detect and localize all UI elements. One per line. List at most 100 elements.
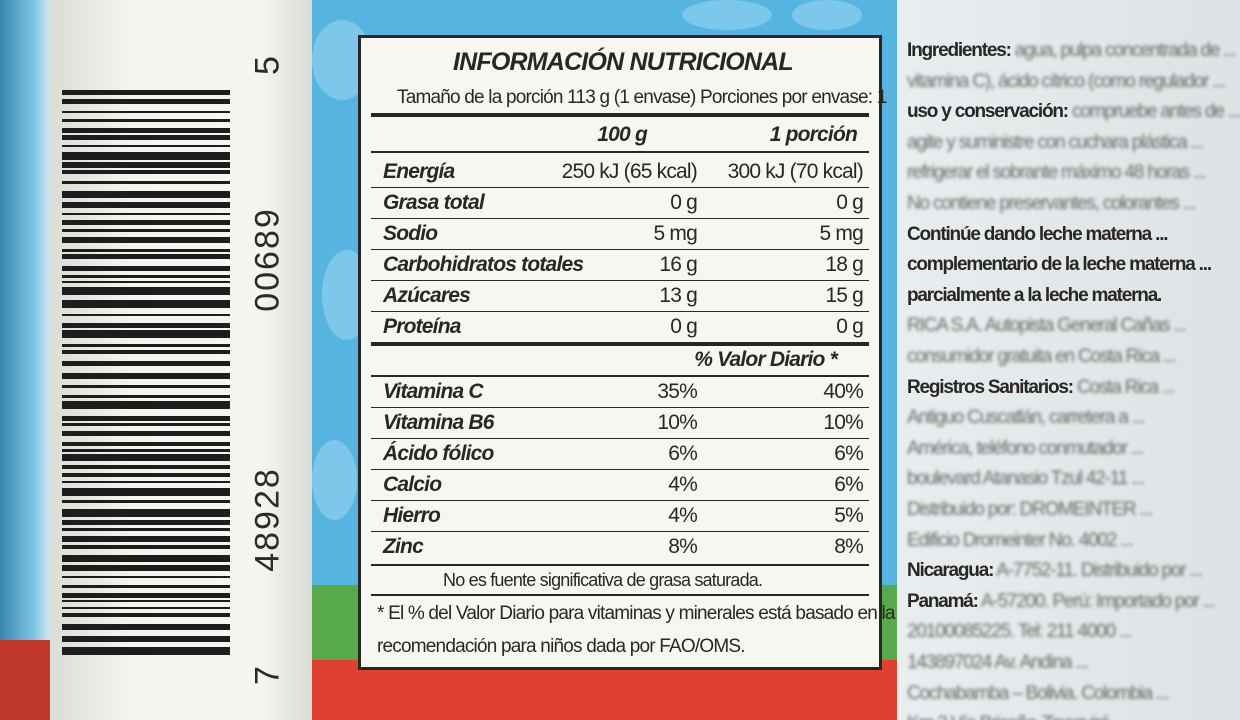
saturated-fat-note: No es fuente significativa de grasa satu…	[443, 570, 763, 590]
line-text: Antiguo Cuscatlán, carretera a ...	[907, 407, 1145, 429]
row-divider	[371, 249, 869, 250]
col-header-100g: 100 g	[597, 123, 647, 146]
row-divider	[371, 311, 869, 312]
ingredient-line: boulevard Atanasio Tzul 42-11 ...	[907, 468, 1145, 490]
ingredient-line: Edificio Dromeinter No. 4002 ...	[907, 529, 1134, 552]
line-text: 143897024 Av. Andina ...	[907, 652, 1089, 673]
ingredient-line: Antiguo Cuscatlán, carretera a ...	[907, 407, 1145, 429]
value-100g: 16 g	[659, 253, 697, 276]
nutrient-name: Grasa total	[383, 191, 485, 214]
barcode-bar	[62, 128, 230, 133]
line-text: Cochabamba – Bolivia. Colombia ...	[907, 682, 1169, 704]
barcode-bar	[62, 576, 230, 578]
barcode-bar	[62, 229, 230, 232]
row-divider	[371, 218, 869, 219]
barcode-bar	[62, 202, 230, 208]
nutrient-name: Sodio	[383, 222, 438, 245]
line-text: Costa Rica ...	[1072, 376, 1175, 398]
can-edge	[0, 0, 55, 720]
barcode-bar	[62, 593, 230, 598]
line-text: agua, pulpa concentrada de ...	[1010, 40, 1237, 61]
barcode-bar	[62, 636, 230, 642]
row-divider	[371, 407, 869, 408]
line-bold: uso y conservación:	[907, 101, 1069, 123]
barcode-bar	[62, 481, 230, 483]
ingredient-line: Continúe dando leche materna ...	[907, 223, 1169, 246]
ingredients-panel: Ingredientes: agua, pulpa concentrada de…	[897, 0, 1240, 720]
value-portion: 10%	[823, 411, 863, 434]
line-text: vitamina C), ácido cítrico (como regulad…	[907, 70, 1226, 92]
barcode-bar	[62, 647, 230, 655]
barcode-bar	[62, 275, 230, 278]
barcode-digits: 48928	[248, 467, 287, 572]
line-bold: Panamá:	[907, 590, 979, 612]
nutrient-name: Zinc	[383, 535, 424, 558]
nutrient-name: Vitamina B6	[383, 411, 494, 434]
barcode-bar	[62, 191, 230, 198]
nutrient-name: Vitamina C	[383, 380, 484, 403]
barcode-bar	[62, 330, 230, 338]
nutrient-name: Calcio	[383, 473, 442, 496]
nutrition-facts-label: INFORMACIÓN NUTRICIONAL Tamaño de la por…	[358, 35, 895, 670]
barcode-bar	[62, 442, 230, 446]
barcode-bar	[62, 361, 230, 366]
line-bold: Continúe dando leche materna ...	[907, 223, 1169, 245]
barcode-bar	[62, 162, 230, 168]
barcode-bar	[62, 395, 230, 398]
barcode-bar	[62, 300, 230, 308]
footnote: recomendación para niños dada por FAO/OM…	[377, 636, 746, 657]
barcode-digit: 5	[248, 54, 287, 75]
barcode-bar	[62, 509, 230, 517]
value-portion: 5%	[834, 504, 864, 527]
line-text: Edificio Dromeinter No. 4002 ...	[907, 529, 1134, 551]
ingredient-line: vitamina C), ácido cítrico (como regulad…	[907, 70, 1226, 93]
barcode-bar	[62, 249, 230, 252]
barcode-bar	[62, 90, 230, 95]
value-100g: 4%	[668, 504, 698, 527]
nutrient-name: Energía	[383, 160, 455, 183]
nutrient-name: Carbohidratos totales	[383, 253, 584, 276]
barcode-bar	[62, 545, 230, 549]
ingredient-line: Ingredientes: agua, pulpa concentrada de…	[907, 40, 1237, 62]
barcode-bar	[62, 555, 230, 562]
ingredient-line: agite y suministre con cuchara plástica …	[907, 132, 1204, 154]
footnote: * El % del Valor Diario para vitaminas y…	[377, 603, 895, 624]
line-text: boulevard Atanasio Tzul 42-11 ...	[907, 468, 1145, 490]
value-portion: 6%	[834, 473, 864, 496]
value-portion: 15 g	[825, 284, 863, 307]
can-edge-red	[0, 640, 55, 720]
row-divider	[371, 187, 869, 188]
barcode-bar	[62, 281, 230, 283]
value-100g: 6%	[668, 442, 698, 465]
value-100g: 0 g	[670, 315, 698, 338]
ingredient-line: refrigerar el sobrante máximo 48 horas .…	[907, 162, 1206, 184]
barcode-bar	[62, 254, 230, 259]
value-100g: 35%	[657, 380, 697, 403]
barcode-bar	[62, 613, 230, 617]
barcode-bar	[62, 220, 230, 225]
line-bold: complementario de la leche materna ...	[907, 254, 1212, 276]
barcode-bar	[62, 449, 230, 452]
row-divider	[371, 531, 869, 532]
value-100g: 4%	[668, 473, 698, 496]
barcode-bar	[62, 431, 230, 436]
ingredient-line: 143897024 Av. Andina ...	[907, 652, 1089, 674]
barcode-bar	[62, 373, 230, 379]
ingredient-line: 20100085225. Tel: 211 4000 ...	[907, 621, 1132, 643]
value-portion: 300 kJ (70 kcal)	[727, 160, 864, 183]
line-text: RICA S.A. Autopista General Cañas ...	[907, 315, 1187, 337]
barcode-bar	[62, 213, 230, 215]
barcode-bar	[62, 119, 230, 122]
barcode-bar	[62, 500, 230, 503]
nutrient-name: Hierro	[383, 504, 441, 527]
value-portion: 6%	[834, 442, 864, 465]
ingredient-line: Nicaragua: A-7752-11. Distribuido por ..…	[907, 560, 1203, 582]
barcode-bar	[62, 624, 230, 630]
value-100g: 13 g	[659, 284, 697, 307]
row-divider	[371, 500, 869, 501]
barcode-bar	[62, 488, 230, 496]
dv-header: % Valor Diario *	[694, 348, 838, 371]
value-100g: 5 mg	[653, 222, 698, 245]
row-divider	[371, 280, 869, 281]
barcode-bar	[62, 536, 230, 542]
